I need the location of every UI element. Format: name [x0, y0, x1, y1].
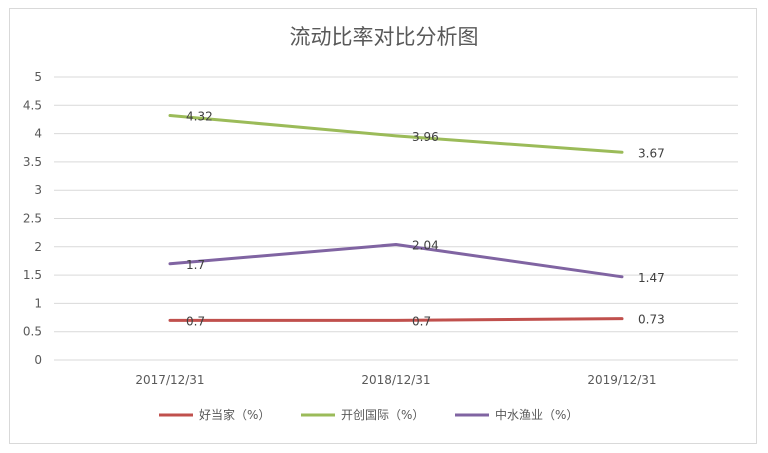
y-tick-label: 2: [34, 240, 42, 254]
legend-label: 开创国际（%）: [341, 408, 424, 422]
x-tick-label: 2017/12/31: [135, 373, 204, 387]
x-tick-label: 2018/12/31: [361, 373, 430, 387]
y-tick-label: 0.5: [23, 325, 42, 339]
data-label: 2.04: [412, 239, 439, 253]
y-tick-label: 4.5: [23, 98, 42, 112]
data-label: 3.67: [638, 146, 665, 160]
y-tick-label: 4: [34, 127, 42, 141]
y-tick-label: 1: [34, 296, 42, 310]
series-line: [168, 317, 624, 322]
x-tick-label: 2019/12/31: [587, 373, 656, 387]
data-label: 0.73: [638, 313, 665, 327]
data-label: 1.7: [186, 258, 205, 272]
y-tick-label: 5: [34, 70, 42, 84]
y-tick-label: 1.5: [23, 268, 42, 282]
data-label: 4.32: [186, 109, 213, 123]
data-label: 0.7: [186, 314, 205, 328]
data-label: 3.96: [412, 130, 439, 144]
chart-title: 流动比率对比分析图: [290, 25, 479, 49]
data-label: 0.7: [412, 314, 431, 328]
chart-frame: [9, 8, 757, 444]
y-tick-label: 3.5: [23, 155, 42, 169]
series-line: [168, 113, 624, 154]
y-tick-label: 3: [34, 183, 42, 197]
data-label: 1.47: [638, 271, 665, 285]
series-line: [168, 243, 624, 279]
legend-label: 中水渔业（%）: [495, 407, 578, 422]
legend-label: 好当家（%）: [199, 407, 270, 422]
y-tick-label: 2.5: [23, 212, 42, 226]
y-tick-label: 0: [34, 353, 42, 367]
